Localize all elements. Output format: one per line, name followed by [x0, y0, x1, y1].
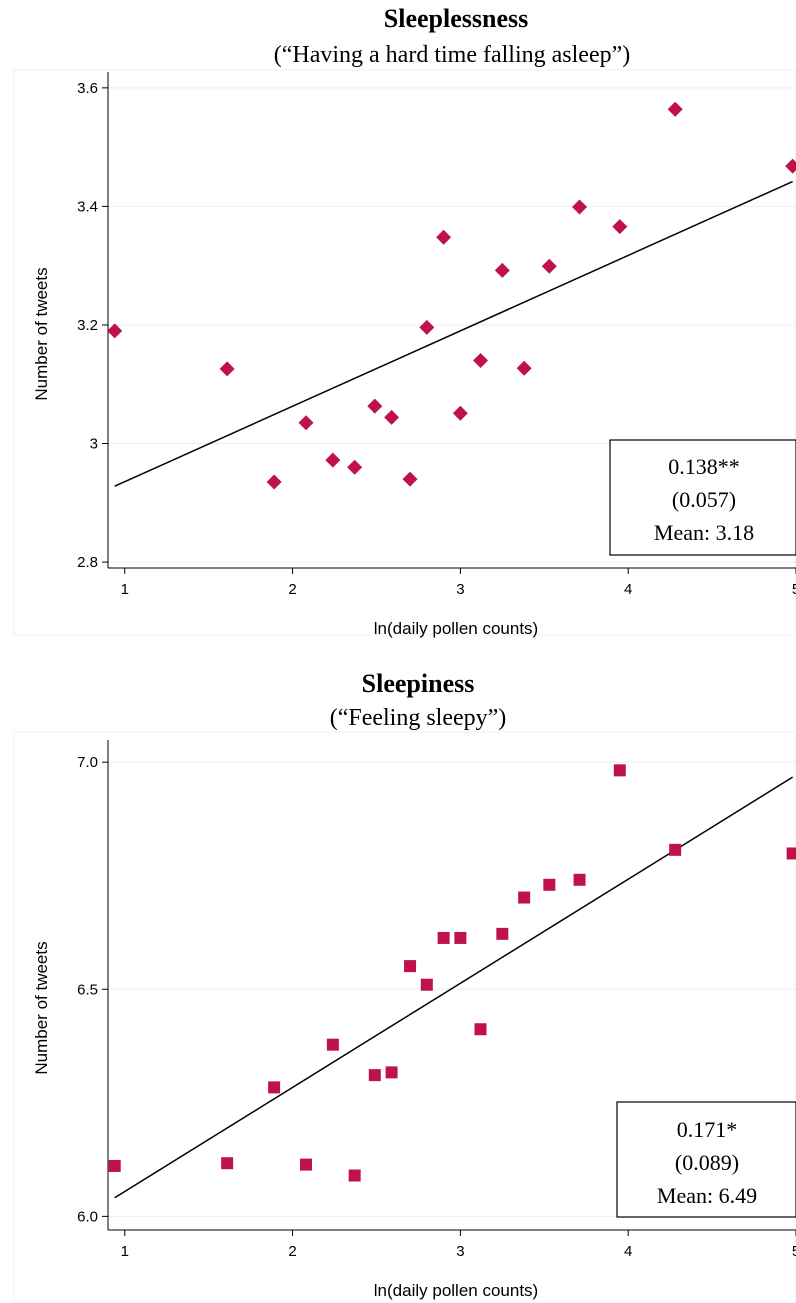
data-point — [325, 452, 341, 468]
mean-value: Mean: 3.18 — [654, 520, 754, 545]
y-tick-label: 3.6 — [77, 80, 98, 97]
data-point — [219, 361, 235, 377]
data-point — [669, 843, 682, 856]
data-point — [494, 262, 510, 278]
tick-labels: 6.0 6.5 7.0 1 2 3 4 5 — [77, 754, 796, 1260]
data-point — [348, 1169, 361, 1182]
data-point — [516, 360, 532, 376]
x-tick-label: 2 — [288, 1243, 296, 1260]
x-tick-label: 4 — [624, 1243, 632, 1260]
panel-sleepiness: Sleepiness (“Feeling sleepy”) Number of … — [13, 669, 796, 1303]
data-point — [573, 873, 586, 886]
y-tick-label: 3.2 — [77, 317, 98, 334]
data-point — [496, 927, 509, 940]
chart-title: Sleeplessness — [384, 4, 528, 33]
tick-labels: 2.8 3 3.2 3.4 3.6 1 2 3 4 5 — [77, 80, 796, 598]
data-point — [473, 353, 489, 369]
data-point — [108, 1159, 121, 1172]
x-tick-label: 1 — [121, 1243, 129, 1260]
data-points — [108, 764, 796, 1182]
data-point — [452, 405, 468, 421]
grid-lines — [108, 87, 796, 563]
data-point — [437, 931, 450, 944]
data-point — [474, 1023, 487, 1036]
x-tick-label: 2 — [288, 581, 296, 598]
data-point — [436, 229, 452, 245]
axes — [102, 740, 796, 1236]
data-point — [268, 1081, 281, 1094]
data-point — [266, 474, 282, 490]
fit-line — [114, 180, 793, 487]
data-point — [785, 158, 796, 174]
data-points — [107, 101, 796, 490]
panel-background — [13, 731, 796, 1303]
y-tick-label: 6.5 — [77, 981, 98, 998]
data-point — [572, 199, 588, 215]
data-point — [326, 1038, 339, 1051]
chart-subtitle: (“Having a hard time falling asleep”) — [274, 42, 631, 68]
data-point — [518, 891, 531, 904]
coefficient-value: 0.138** — [668, 454, 740, 479]
data-point — [420, 978, 433, 991]
chart-title: Sleepiness — [362, 669, 475, 698]
data-point — [543, 878, 556, 891]
panel-background — [13, 69, 796, 636]
data-point — [612, 219, 628, 235]
y-tick-label: 3 — [90, 436, 98, 453]
data-point — [368, 1069, 381, 1082]
standard-error: (0.057) — [672, 487, 736, 512]
data-point — [667, 101, 683, 117]
data-point — [300, 1158, 313, 1171]
x-axis-label: ln(daily pollen counts) — [374, 1281, 538, 1300]
data-point — [384, 409, 400, 425]
data-point — [221, 1157, 234, 1170]
panel-sleeplessness: Sleeplessness (“Having a hard time falli… — [13, 4, 796, 638]
y-tick-label: 2.8 — [77, 554, 98, 571]
data-point — [347, 459, 363, 475]
x-tick-label: 1 — [121, 581, 129, 598]
data-point — [367, 398, 383, 414]
y-axis-label: Number of tweets — [32, 941, 51, 1074]
data-point — [613, 764, 626, 777]
data-point — [298, 415, 314, 431]
data-point — [385, 1066, 398, 1079]
axes — [102, 72, 796, 574]
x-tick-label: 5 — [792, 581, 796, 598]
x-axis-label: ln(daily pollen counts) — [374, 619, 538, 638]
coefficient-value: 0.171* — [677, 1117, 738, 1142]
y-axis-label: Number of tweets — [32, 267, 51, 400]
x-tick-label: 3 — [456, 581, 464, 598]
x-tick-label: 5 — [792, 1243, 796, 1260]
coefficient-box-frame — [609, 439, 796, 556]
coefficient-box: 0.138** (0.057) Mean: 3.18 — [609, 439, 796, 556]
data-point — [107, 323, 123, 339]
data-point — [419, 319, 435, 335]
y-tick-label: 6.0 — [77, 1208, 98, 1225]
y-tick-label: 7.0 — [77, 754, 98, 771]
x-tick-label: 4 — [624, 581, 632, 598]
standard-error: (0.089) — [675, 1150, 739, 1175]
data-point — [454, 931, 467, 944]
coefficient-box: 0.171* (0.089) Mean: 6.49 — [616, 1101, 796, 1218]
fit-line-group — [114, 180, 793, 487]
chart-subtitle: (“Feeling sleepy”) — [330, 705, 507, 731]
data-point — [786, 847, 796, 860]
data-point — [404, 960, 417, 973]
mean-value: Mean: 6.49 — [657, 1183, 757, 1208]
x-tick-label: 3 — [456, 1243, 464, 1260]
data-point — [541, 258, 557, 274]
coefficient-box-frame — [616, 1101, 796, 1218]
data-point — [402, 471, 418, 487]
y-tick-label: 3.4 — [77, 198, 98, 215]
